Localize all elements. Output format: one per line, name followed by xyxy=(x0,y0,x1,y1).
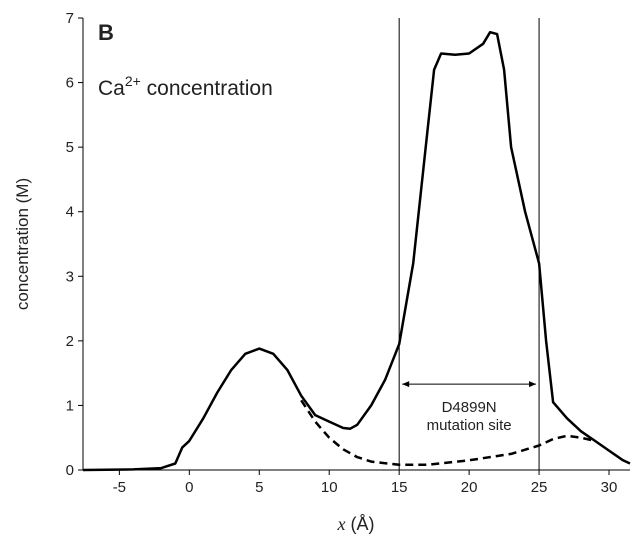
y-tick-label: 6 xyxy=(66,75,74,92)
x-tick-label: 15 xyxy=(391,479,408,496)
region-label: mutation site xyxy=(427,417,512,434)
series-line xyxy=(300,399,596,467)
x-tick-label: 10 xyxy=(321,479,338,496)
x-label-var: x xyxy=(337,514,346,534)
x-axis-label: x (Å) xyxy=(337,514,375,534)
y-tick-label: 7 xyxy=(66,10,74,27)
y-tick-label: 5 xyxy=(66,139,74,156)
y-tick-label: 3 xyxy=(66,268,74,285)
y-tick-label: 0 xyxy=(66,462,74,479)
annotation-rest: concentration xyxy=(141,77,273,100)
x-tick-label: 30 xyxy=(601,479,618,496)
panel-label: B xyxy=(98,20,114,45)
x-tick-label: 25 xyxy=(531,479,548,496)
annotation: Ca2+ concentration xyxy=(98,73,273,100)
y-tick-label: 4 xyxy=(66,204,74,221)
y-axis-label: concentration (M) xyxy=(13,178,32,310)
x-tick-label: 20 xyxy=(461,479,478,496)
y-tick-label: 2 xyxy=(66,333,74,350)
annotation-base: Ca xyxy=(98,77,125,100)
x-tick-label: 5 xyxy=(255,479,263,496)
x-tick-label: 0 xyxy=(185,479,193,496)
x-label-unit: (Å) xyxy=(346,514,375,534)
y-tick-label: 1 xyxy=(66,397,74,414)
annotation-sup: 2+ xyxy=(125,73,141,89)
region-label: D4899N xyxy=(442,399,497,416)
x-tick-label: -5 xyxy=(113,479,126,496)
series-line xyxy=(82,30,631,472)
